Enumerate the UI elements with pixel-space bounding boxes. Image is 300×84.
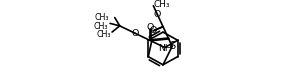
Text: CH₃: CH₃ <box>153 0 170 9</box>
Text: O: O <box>131 29 138 38</box>
Text: O: O <box>146 23 153 32</box>
Text: O: O <box>150 26 157 35</box>
Text: CH₃: CH₃ <box>93 22 108 31</box>
Text: S: S <box>169 41 175 51</box>
Text: CH₃: CH₃ <box>96 30 111 39</box>
Text: CH₃: CH₃ <box>94 13 109 22</box>
Text: NH: NH <box>158 44 172 53</box>
Text: O: O <box>154 10 161 19</box>
